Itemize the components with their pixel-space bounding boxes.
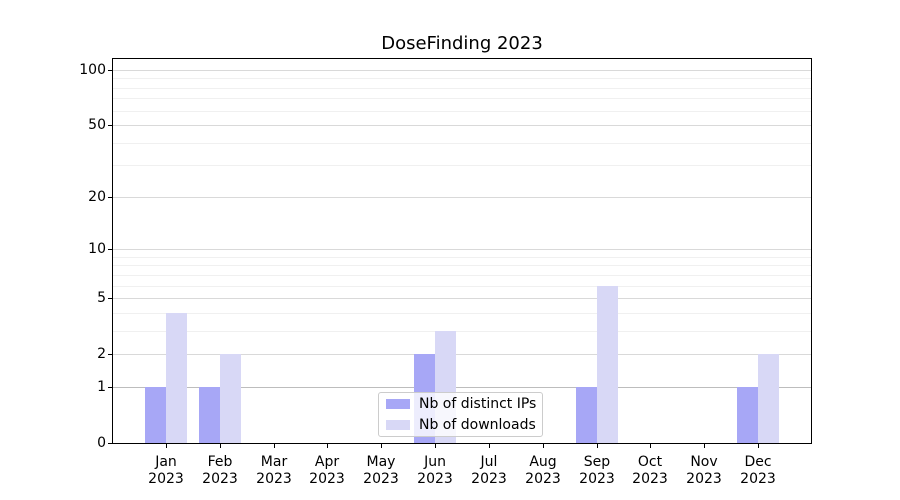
- legend-entry-distinct-ips: Nb of distinct IPs: [386, 395, 537, 413]
- y-tick-mark-10: [108, 249, 112, 250]
- x-tick-label-sep: Sep 2023: [579, 454, 615, 487]
- x-tick-label-jun: Jun 2023: [417, 454, 453, 487]
- bar-downloads-dec: [758, 354, 780, 443]
- x-tick-mark-apr: [327, 444, 328, 448]
- x-tick-mark-jun: [435, 444, 436, 448]
- y-tick-label-0: 0: [97, 435, 106, 451]
- y-tick-label-50: 50: [88, 117, 106, 133]
- major-gridline-y20: [113, 196, 811, 198]
- spine-left: [112, 58, 113, 444]
- x-tick-label-dec: Dec 2023: [740, 454, 776, 487]
- plot-area: [113, 58, 811, 443]
- y-tick-label-10: 10: [88, 241, 106, 257]
- x-tick-label-nov: Nov 2023: [686, 454, 722, 487]
- bar-downloads-feb: [219, 354, 241, 443]
- bar-distinct-ips-jan: [144, 386, 166, 443]
- x-tick-mark-feb: [220, 444, 221, 448]
- bar-distinct-ips-feb: [198, 386, 220, 443]
- minor-gridline-y4: [113, 312, 811, 314]
- minor-gridline-y70: [113, 98, 811, 100]
- y-tick-mark-2: [108, 354, 112, 355]
- legend-swatch-downloads: [386, 420, 410, 430]
- y-tick-label-2: 2: [97, 346, 106, 362]
- bar-distinct-ips-dec: [737, 386, 759, 443]
- x-tick-label-aug: Aug 2023: [525, 454, 561, 487]
- x-tick-mark-dec: [758, 444, 759, 448]
- x-tick-label-mar: Mar 2023: [256, 454, 292, 487]
- minor-gridline-y80: [113, 87, 811, 89]
- major-gridline-y5: [113, 298, 811, 300]
- y-tick-mark-0: [108, 443, 112, 444]
- bar-downloads-sep: [596, 285, 618, 443]
- major-gridline-y1: [113, 386, 811, 388]
- legend-swatch-distinct-ips: [386, 399, 410, 409]
- x-tick-mark-jul: [489, 444, 490, 448]
- spine-right: [811, 58, 812, 444]
- x-tick-mark-oct: [650, 444, 651, 448]
- minor-gridline-y60: [113, 110, 811, 112]
- y-tick-mark-100: [108, 70, 112, 71]
- y-tick-label-100: 100: [79, 62, 106, 78]
- y-tick-mark-1: [108, 387, 112, 388]
- y-tick-label-20: 20: [88, 189, 106, 205]
- minor-gridline-y3: [113, 330, 811, 332]
- x-tick-mark-may: [381, 444, 382, 448]
- y-tick-mark-50: [108, 125, 112, 126]
- x-tick-label-feb: Feb 2023: [202, 454, 238, 487]
- y-tick-mark-20: [108, 197, 112, 198]
- legend-label-distinct-ips: Nb of distinct IPs: [419, 396, 537, 412]
- minor-gridline-y8: [113, 265, 811, 267]
- x-tick-mark-mar: [274, 444, 275, 448]
- x-tick-mark-sep: [597, 444, 598, 448]
- chart-title: DoseFinding 2023: [381, 33, 543, 54]
- legend-entry-downloads: Nb of downloads: [386, 416, 536, 434]
- major-gridline-y10: [113, 249, 811, 251]
- spine-top: [112, 58, 812, 59]
- x-tick-mark-aug: [543, 444, 544, 448]
- chart-legend: Nb of distinct IPs Nb of downloads: [378, 392, 543, 437]
- x-tick-label-may: May 2023: [363, 454, 399, 487]
- legend-label-downloads: Nb of downloads: [419, 417, 536, 433]
- x-tick-mark-jan: [166, 444, 167, 448]
- x-tick-label-jan: Jan 2023: [148, 454, 184, 487]
- x-tick-mark-nov: [704, 444, 705, 448]
- x-tick-label-apr: Apr 2023: [309, 454, 345, 487]
- minor-gridline-y90: [113, 78, 811, 80]
- bar-downloads-jan: [165, 312, 187, 443]
- minor-gridline-y40: [113, 142, 811, 144]
- y-tick-mark-5: [108, 298, 112, 299]
- y-tick-label-1: 1: [97, 379, 106, 395]
- x-tick-label-oct: Oct 2023: [632, 454, 668, 487]
- minor-gridline-y9: [113, 256, 811, 258]
- y-tick-label-5: 5: [97, 290, 106, 306]
- major-gridline-y2: [113, 354, 811, 356]
- bar-distinct-ips-sep: [575, 386, 597, 443]
- spine-bottom: [112, 443, 812, 444]
- minor-gridline-y7: [113, 274, 811, 276]
- minor-gridline-y30: [113, 165, 811, 167]
- x-tick-label-jul: Jul 2023: [471, 454, 507, 487]
- major-gridline-y50: [113, 125, 811, 127]
- minor-gridline-y6: [113, 285, 811, 287]
- major-gridline-y100: [113, 69, 811, 71]
